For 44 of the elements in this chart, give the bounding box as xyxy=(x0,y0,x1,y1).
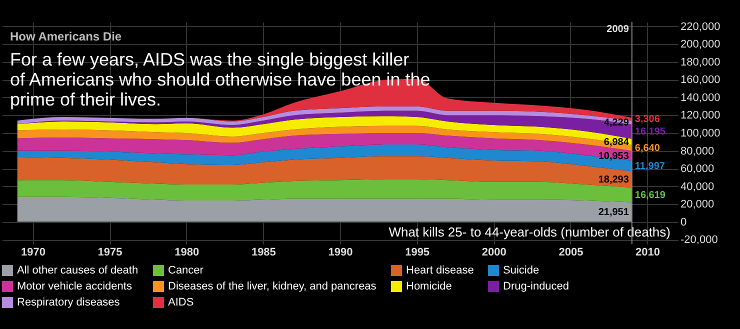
data-label: 6,640 xyxy=(634,142,660,154)
legend-label: Respiratory diseases xyxy=(17,296,120,308)
ref-line-label: 2009 xyxy=(606,24,630,35)
y-tick-label: 80,000 xyxy=(680,145,714,158)
y-tick-label: 180,000 xyxy=(680,56,720,68)
legend-label: Diseases of the liver, kidney, and pancreas xyxy=(168,280,377,292)
legend-label: Motor vehicle accidents xyxy=(17,280,132,292)
legend-label: Drug-induced xyxy=(503,280,570,292)
y-tick-label: -20,000 xyxy=(680,234,718,246)
legend-label: Heart disease xyxy=(406,264,474,277)
x-tick-label: 1990 xyxy=(328,246,353,258)
legend-label: All other causes of death xyxy=(17,264,138,277)
y-tick-label: 60,000 xyxy=(680,163,714,176)
legend-label: Cancer xyxy=(168,264,204,277)
y-tick-label: 220,000 xyxy=(680,20,720,33)
data-label: 21,951 xyxy=(598,207,630,218)
data-label: 10,953 xyxy=(598,150,630,162)
x-tick-label: 1970 xyxy=(20,246,46,258)
x-tick-label: 1975 xyxy=(98,246,122,258)
x-tick-label: 1985 xyxy=(251,246,276,258)
text: How Americans Die xyxy=(10,29,122,44)
legend-label: AIDS xyxy=(168,296,194,308)
y-tick-label: 100,000 xyxy=(680,128,720,140)
data-label: 3,306 xyxy=(634,114,660,126)
data-label: 18,293 xyxy=(598,174,630,186)
x-tick-label: 1995 xyxy=(405,246,430,258)
y-tick-label: 120,000 xyxy=(680,110,720,122)
y-tick-label: 20,000 xyxy=(680,198,714,211)
data-label: 11,997 xyxy=(634,160,666,172)
x-tick-label: 2005 xyxy=(558,246,584,258)
data-label: 6,984 xyxy=(604,136,630,148)
x-tick-label: 2000 xyxy=(482,246,506,258)
data-label: 16,195 xyxy=(634,126,666,138)
legend-label: Suicide xyxy=(503,264,540,277)
y-tick-label: 140,000 xyxy=(680,92,720,104)
y-axis-title: What kills 25- to 44-year-olds (number of deaths) xyxy=(388,224,670,240)
y-tick-label: 0 xyxy=(680,216,687,228)
x-tick-label: 1980 xyxy=(174,246,200,258)
y-tick-label: 160,000 xyxy=(680,74,720,86)
legend-label: Homicide xyxy=(406,280,452,292)
x-tick-label: 2010 xyxy=(636,246,660,258)
data-label: 16,619 xyxy=(634,190,666,201)
y-tick-label: 40,000 xyxy=(680,180,714,193)
y-tick-label: 200,000 xyxy=(680,38,720,51)
